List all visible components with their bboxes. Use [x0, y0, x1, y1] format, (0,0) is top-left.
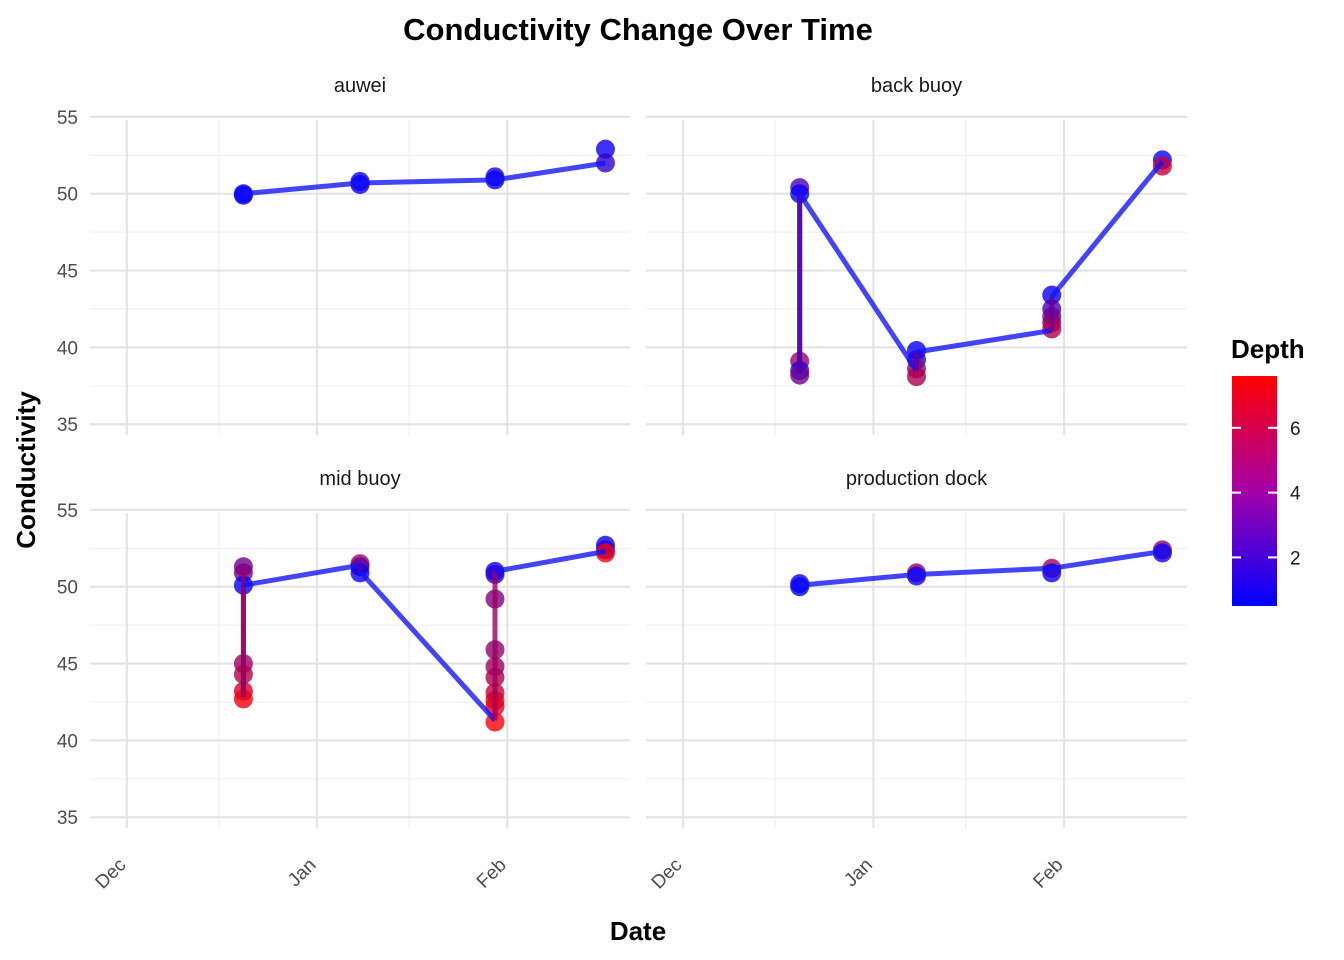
panel-production-dock: production dock Dec Jan Feb [646, 468, 1187, 893]
legend-colorbar [1232, 376, 1277, 606]
y-tick-label: 50 [57, 185, 78, 206]
x-tick-label: Feb [473, 855, 511, 893]
data-point [233, 689, 253, 709]
y-tick-label: 35 [57, 415, 78, 436]
series-line-segment [916, 565, 1052, 577]
y-tick-label: 40 [57, 731, 78, 752]
series-line-segment [1051, 548, 1163, 571]
x-tick-label: Jan [840, 855, 877, 892]
x-tick-label: Dec [92, 855, 131, 894]
x-tick-label: Dec [648, 855, 687, 894]
series-line-segment [494, 160, 606, 183]
x-tick-label: Feb [1030, 855, 1068, 893]
panels: auwei 35 40 45 50 55 back buoy mid buoy 35 40 45 50… [57, 75, 1187, 893]
panel-label: mid buoy [319, 468, 400, 490]
y-tick-label: 40 [57, 338, 78, 359]
series-line-segment [494, 548, 606, 574]
series-line-segment [799, 571, 917, 588]
panel-mid-buoy: mid buoy 35 40 45 50 55 Dec Jan Feb [57, 468, 630, 893]
data-point [595, 139, 615, 159]
panel-label: production dock [846, 468, 988, 490]
series-line-segment [358, 569, 497, 723]
x-axis-title: Date [610, 916, 666, 946]
y-tick-label: 55 [57, 501, 78, 522]
data-point [790, 577, 810, 597]
legend-title: Depth [1231, 334, 1305, 364]
legend-tick-label: 6 [1290, 419, 1301, 440]
y-tick-label: 50 [57, 578, 78, 599]
series-line-segment [242, 562, 361, 588]
series-line-segment [359, 177, 496, 186]
series-line-segment [797, 192, 919, 372]
data-point [907, 367, 926, 387]
data-point [233, 185, 253, 205]
legend-tick-label: 2 [1290, 548, 1301, 569]
series-line-segment [1049, 159, 1165, 299]
y-tick-label: 35 [57, 808, 78, 829]
y-tick-label: 55 [57, 108, 78, 129]
panel-back-buoy: back buoy [646, 75, 1187, 435]
series-line-segment [243, 180, 361, 197]
y-tick-label: 45 [57, 655, 78, 676]
panel-auwei: auwei 35 40 45 50 55 [57, 75, 630, 436]
chart-title: Conductivity Change Over Time [403, 12, 873, 47]
x-tick-label: Jan [284, 855, 321, 892]
data-point [790, 365, 810, 385]
y-tick-label: 45 [57, 262, 78, 283]
legend-tick-label: 4 [1290, 484, 1301, 505]
panel-label: back buoy [871, 75, 962, 97]
y-axis-title: Conductivity [11, 391, 41, 549]
series-line-segment [916, 328, 1053, 355]
depth-legend: Depth 2 4 6 [1231, 334, 1305, 606]
panel-label: auwei [334, 75, 386, 97]
